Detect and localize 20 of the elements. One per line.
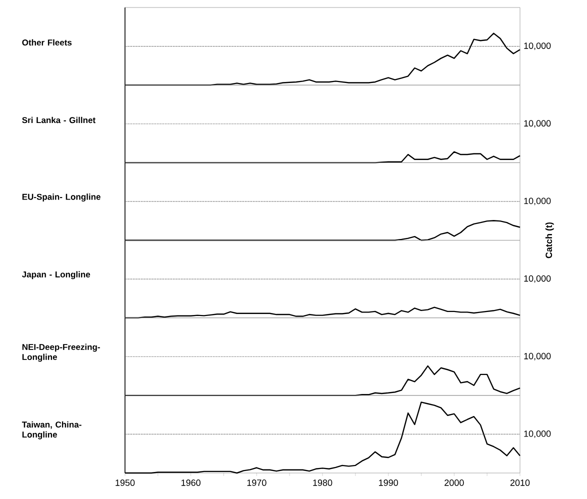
y2-axis-title: Catch (t) [545, 222, 554, 258]
text: 10,000 [524, 198, 551, 206]
text: 10,000 [524, 352, 551, 360]
x-tick-label: 1950 [116, 480, 135, 486]
x-tick-label: 2000 [444, 480, 464, 486]
text: 10,000 [524, 120, 551, 128]
text: 10,000 [524, 430, 551, 438]
y-axis-title: NEI-Deep-Freezing-Longline [22, 344, 100, 362]
x-tick-label: 1980 [313, 480, 332, 486]
text: 10,000 [524, 275, 551, 283]
y-axis-title: Other Fleets [22, 39, 72, 46]
x-tick-label: 1970 [247, 480, 266, 486]
text: 10,000 [524, 42, 551, 50]
y-axis-title: EU-Spain- Longline [22, 194, 100, 202]
y-axis-title: Japan - Longline [22, 271, 90, 280]
y-axis-title: Taiwan, China-Longline [22, 421, 82, 440]
x-tick-label: 2010 [510, 480, 530, 486]
y-axis-title: Sri Lanka - Gillnet [22, 116, 96, 124]
x-tick-label: 1990 [379, 480, 398, 486]
x-tick-label: 1960 [182, 480, 200, 486]
